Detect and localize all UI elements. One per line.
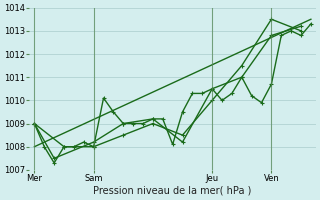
X-axis label: Pression niveau de la mer( hPa ): Pression niveau de la mer( hPa ) [93,186,252,196]
